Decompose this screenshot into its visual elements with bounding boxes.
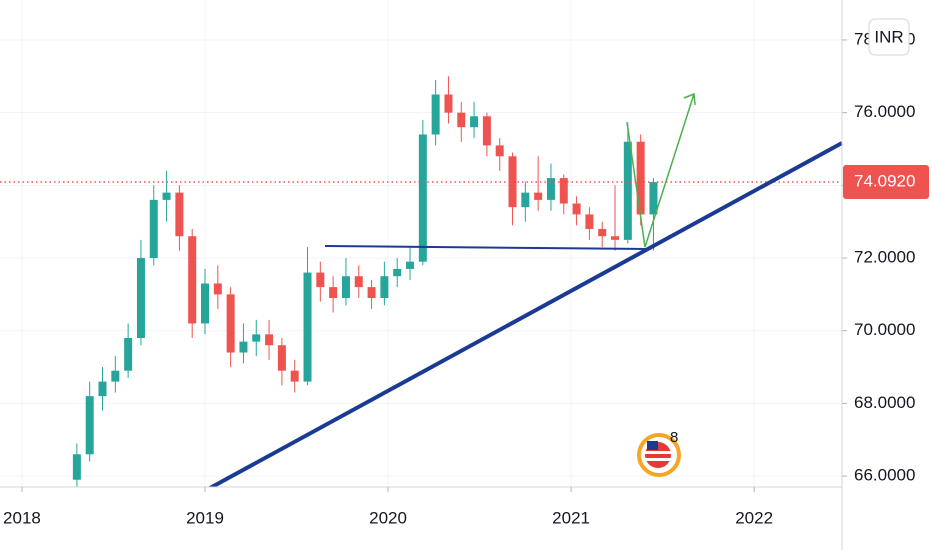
candle-body xyxy=(393,268,402,277)
y-axis-bg xyxy=(843,0,932,550)
candle-body xyxy=(444,94,453,113)
x-tick-label: 2021 xyxy=(552,508,590,527)
candle-body xyxy=(406,261,415,269)
candle-body xyxy=(175,192,184,237)
candle-body xyxy=(111,370,120,382)
candle-body xyxy=(265,334,274,346)
currency-button[interactable] xyxy=(868,18,910,56)
candle-body xyxy=(598,228,607,237)
x-tick-label: 2019 xyxy=(186,508,224,527)
trend-line xyxy=(209,141,843,490)
y-tick-label: 76.0000 xyxy=(854,102,915,121)
candle-body xyxy=(636,141,645,215)
candle-body xyxy=(252,334,261,342)
candle-body xyxy=(585,214,594,229)
candle-body xyxy=(572,203,581,215)
candles xyxy=(0,76,842,487)
candle-body xyxy=(226,294,235,353)
candle-body xyxy=(303,272,312,382)
candle-body xyxy=(239,341,248,353)
candle-body xyxy=(98,381,107,397)
x-tick-label: 2018 xyxy=(3,508,41,527)
candle-body xyxy=(367,287,376,299)
candle-body xyxy=(470,116,479,128)
candle-body xyxy=(521,192,530,208)
logo: 8 xyxy=(637,429,681,477)
candle-body xyxy=(354,276,363,288)
neckline xyxy=(324,245,646,250)
projection-arrow xyxy=(626,93,695,248)
candle-body xyxy=(559,178,568,204)
y-tick-label: 70.0000 xyxy=(854,320,915,339)
candle-body xyxy=(213,283,222,295)
x-tick-label: 2022 xyxy=(735,508,773,527)
candle-body xyxy=(457,112,466,128)
candle-body xyxy=(418,134,427,262)
candle-body xyxy=(431,94,440,135)
candle-body xyxy=(495,145,504,157)
arrow-head xyxy=(683,92,696,106)
candle-body xyxy=(85,396,94,455)
logo-badge: 8 xyxy=(670,429,678,446)
candle-body xyxy=(508,156,517,208)
candle-body xyxy=(534,192,543,200)
candle-body xyxy=(201,283,210,324)
candle-body xyxy=(329,287,338,299)
candle-body xyxy=(611,236,620,240)
y-tick-label: 68.0000 xyxy=(854,393,915,412)
currency-label: INR xyxy=(874,27,903,46)
candle-body xyxy=(72,454,81,480)
candle-body xyxy=(188,236,197,324)
candle-body xyxy=(136,258,145,338)
candle-body xyxy=(316,272,325,288)
candle-body xyxy=(380,276,389,299)
last-price-box xyxy=(843,165,929,200)
candle-body xyxy=(149,199,158,259)
last-price-label: 74.0920 xyxy=(854,171,915,190)
candle-body xyxy=(162,192,171,200)
candle-body xyxy=(623,141,632,240)
candle-body xyxy=(482,116,491,146)
x-tick-label: 2020 xyxy=(369,508,407,527)
candle-body xyxy=(546,178,555,200)
x-axis-bg xyxy=(0,487,842,550)
y-tick-label: 66.0000 xyxy=(854,466,915,485)
candle-body xyxy=(290,370,299,382)
candle-body xyxy=(124,337,133,371)
candle-body xyxy=(341,276,350,299)
candle-body xyxy=(277,345,286,371)
candle-body xyxy=(649,182,658,215)
y-tick-label: 72.0000 xyxy=(854,248,915,267)
